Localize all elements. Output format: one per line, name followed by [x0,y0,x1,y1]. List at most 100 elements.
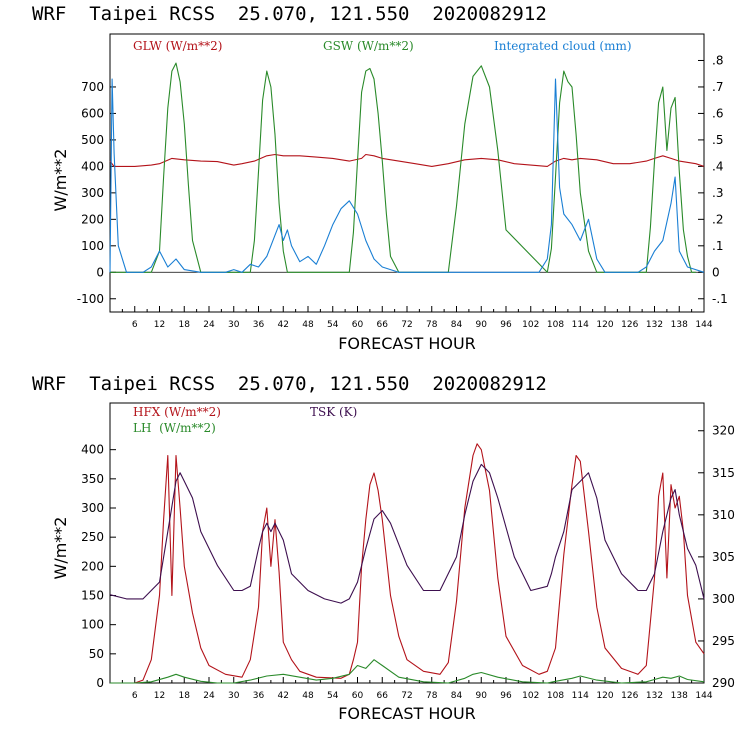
panel-2-left-ticks: 0 50 100 150 200 250 300 350 400 [81,443,116,690]
y-tick-label: 250 [81,530,104,544]
right-y-tick-label: 290 [712,676,735,690]
x-tick-label: 144 [695,320,712,330]
series-line-integrated [109,78,705,273]
y-tick-label: 200 [81,212,104,226]
x-tick-label: 126 [621,691,638,701]
x-tick-label: 30 [228,691,240,701]
x-tick-label: 78 [426,691,438,701]
x-tick-label: 42 [278,691,289,701]
x-tick-label: 18 [179,691,191,701]
right-y-tick-label: .6 [712,106,723,120]
x-tick-label: 102 [522,320,539,330]
x-tick-label: 96 [500,320,512,330]
panel-1-legend-cloud: Integrated cloud (mm) [494,39,632,53]
x-tick-label: 48 [302,320,314,330]
x-tick-label: 108 [547,691,564,701]
series-line-lh [110,659,705,684]
y-tick-label: 500 [81,133,104,147]
panel-1-title: WRF Taipei RCSS 25.070, 121.550 20200829… [32,3,547,25]
x-tick-label: 66 [377,320,389,330]
x-tick-label: 144 [695,691,712,701]
x-tick-label: 54 [327,691,339,701]
right-y-tick-label: 0 [712,265,720,279]
right-y-tick-label: 315 [712,466,735,480]
y-tick-label: -100 [77,292,104,306]
y-tick-label: 400 [81,159,104,173]
series-line-glw [109,153,705,167]
x-tick-label: 114 [572,691,589,701]
y-tick-label: 300 [81,501,104,515]
y-tick-label: 0 [96,676,104,690]
panel-2-y-axis-label: W/m**2 [51,517,70,580]
x-tick-label: 90 [476,320,488,330]
right-y-tick-label: 320 [712,424,735,438]
panel-2-legend-hfx: HFX (W/m**2) [133,405,221,419]
x-tick-label: 78 [426,320,438,330]
x-tick-label: 90 [476,691,488,701]
x-tick-label: 36 [253,320,265,330]
x-tick-label: 12 [154,691,165,701]
x-tick-label: 108 [547,320,564,330]
y-tick-label: 150 [81,589,104,603]
panel-1-y-axis-label: W/m**2 [51,149,70,212]
x-tick-label: 60 [352,691,364,701]
x-tick-label: 48 [302,691,314,701]
x-tick-label: 132 [646,691,663,701]
y-tick-label: 100 [81,239,104,253]
panel-1-x-axis-label: FORECAST HOUR [338,334,476,353]
right-y-tick-label: .7 [712,80,723,94]
y-tick-label: 400 [81,443,104,457]
x-tick-label: 6 [132,320,138,330]
x-tick-label: 6 [132,691,138,701]
right-y-tick-label: .8 [712,53,723,67]
panel-2-title: WRF Taipei RCSS 25.070, 121.550 20200829… [32,373,547,395]
panel-2-right-ticks: 290 295 300 305 310 315 320 [698,424,735,690]
x-tick-label: 24 [203,320,215,330]
x-tick-label: 42 [278,320,289,330]
series-line-hfx [110,443,705,684]
right-y-tick-label: .5 [712,133,723,147]
x-tick-label: 54 [327,320,339,330]
panel-2: WRF Taipei RCSS 25.070, 121.550 20200829… [32,373,735,723]
x-tick-label: 72 [401,320,412,330]
panel-1-right-ticks: -.1 0 .1 .2 .3 .4 .5 .6 .7 .8 [698,53,728,306]
x-tick-label: 72 [401,691,412,701]
panel-2-legend-tsk: TSK (K) [310,405,357,419]
panel-2-x-axis-label: FORECAST HOUR [338,704,476,723]
x-tick-label: 120 [596,320,613,330]
x-tick-label: 12 [154,320,165,330]
panel-1-legend-glw: GLW (W/m**2) [133,39,222,53]
x-tick-label: 126 [621,320,638,330]
x-tick-label: 84 [451,691,463,701]
panel-2-legend-lh: LH (W/m**2) [133,421,216,435]
right-y-tick-label: .2 [712,212,723,226]
right-y-tick-label: -.1 [712,292,728,306]
x-tick-label: 138 [671,320,688,330]
panel-1-plot-frame [109,33,705,313]
panel-1-x-ticks: 6 12 18 24 30 36 42 48 54 60 66 72 78 84 90 96 102 108 114… [109,306,713,330]
panel-1: WRF Taipei RCSS 25.070, 121.550 20200829… [32,3,728,353]
x-tick-label: 84 [451,320,463,330]
series-line-tsk [109,463,705,604]
x-tick-label: 120 [596,691,613,701]
x-tick-label: 30 [228,320,240,330]
y-tick-label: 700 [81,80,104,94]
x-tick-label: 36 [253,691,265,701]
right-y-tick-label: 305 [712,550,735,564]
y-tick-label: 200 [81,559,104,573]
y-tick-label: 0 [96,265,104,279]
right-y-tick-label: 295 [712,634,735,648]
panel-1-left-ticks: -100 0 100 200 300 400 500 600 700 [77,80,116,306]
x-tick-label: 66 [377,691,389,701]
x-tick-label: 138 [671,691,688,701]
series-line-gsw [110,62,696,273]
panel-1-series [109,62,705,273]
x-tick-label: 96 [500,691,512,701]
y-tick-label: 100 [81,618,104,632]
y-tick-label: 300 [81,186,104,200]
x-tick-label: 102 [522,691,539,701]
y-tick-label: 50 [89,647,104,661]
right-y-tick-label: .4 [712,159,723,173]
right-y-tick-label: 300 [712,592,735,606]
